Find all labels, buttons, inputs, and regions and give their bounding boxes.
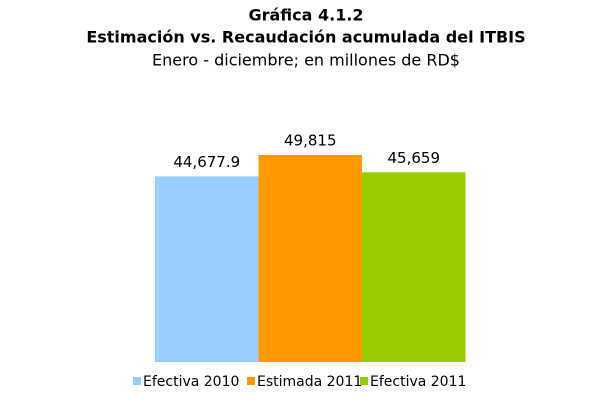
- legend-label: Efectiva 2011: [370, 374, 466, 390]
- chart-title-line: Estimación vs. Recaudación acumulada del…: [86, 28, 525, 47]
- legend-label: Efectiva 2010: [143, 374, 239, 390]
- legend-swatch: [133, 377, 141, 385]
- legend-swatch: [247, 377, 255, 385]
- chart-title: Gráfica 4.1.2: [248, 6, 363, 25]
- bar: [258, 155, 362, 362]
- value-label: 45,659: [388, 149, 441, 167]
- legend-swatch: [360, 377, 368, 385]
- value-label: 44,677.9: [173, 153, 240, 171]
- chart-subtitle: Enero - diciembre; en millones de RD$: [152, 51, 460, 70]
- value-label: 49,815: [284, 132, 337, 150]
- bar: [362, 172, 466, 362]
- legend-label: Estimada 2011: [257, 374, 362, 390]
- bar: [155, 176, 259, 362]
